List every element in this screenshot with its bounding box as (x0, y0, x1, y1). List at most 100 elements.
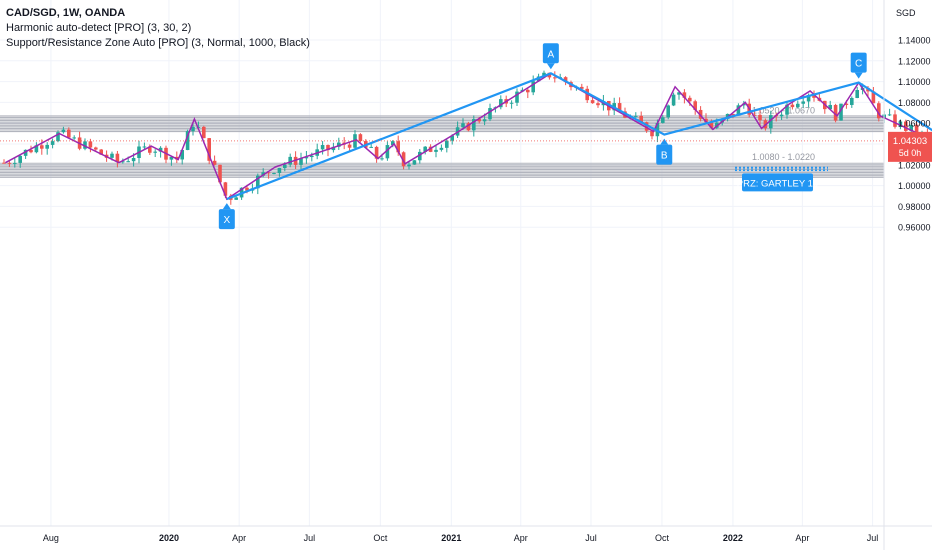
candle-body (115, 153, 120, 163)
indicator-harmonic[interactable]: Harmonic auto-detect [PRO] (3, 30, 2) (6, 22, 192, 34)
candle-body (515, 91, 519, 103)
price-tick-label: 0.96000 (898, 223, 931, 233)
candle-body (158, 147, 163, 152)
harmonic-path (226, 72, 932, 201)
candle-body (423, 146, 427, 152)
candle-body (401, 152, 406, 167)
candle-body (666, 105, 670, 118)
candle-body (790, 104, 795, 108)
candle-body (326, 145, 330, 151)
zone-label-lower: 1.0080 - 1.0220 (752, 152, 815, 162)
candle-body (477, 119, 481, 122)
point-label: X (223, 215, 230, 226)
candle-body (769, 115, 773, 129)
prz-label[interactable]: PRZ: GARTLEY 19 (737, 167, 932, 192)
candle-body (83, 141, 87, 149)
pattern-point-x[interactable]: X (218, 203, 235, 230)
candle-body (110, 153, 114, 158)
zigzag-path (5, 72, 932, 201)
candle-body (304, 157, 309, 159)
time-tick-label: Apr (514, 533, 528, 543)
candle-body (347, 144, 352, 148)
zigzag-line (5, 72, 932, 201)
candle-body (445, 140, 449, 148)
candle-body (180, 150, 184, 160)
candle-body (812, 95, 816, 98)
time-tick-label: 2022 (723, 533, 743, 543)
candle-body (148, 146, 152, 153)
candle-body (169, 156, 174, 160)
grid-lines (0, 0, 884, 526)
candle-body (488, 108, 492, 120)
candle-body (526, 89, 530, 93)
candle-body (472, 119, 476, 131)
candle-body (121, 161, 125, 163)
candle-body (396, 141, 400, 153)
time-tick-label: 2020 (159, 533, 179, 543)
candle-body (482, 119, 487, 122)
candle-body (439, 147, 444, 150)
candle-body (752, 114, 757, 116)
candle-body (23, 149, 28, 156)
candle-body (50, 141, 55, 145)
candle-body (234, 197, 238, 200)
candle-body (407, 164, 411, 167)
candle-body (331, 146, 336, 151)
candle-body (391, 141, 395, 146)
candle-body (434, 149, 438, 152)
candle-body (887, 114, 892, 116)
candle-body (904, 121, 908, 131)
pattern-point-b[interactable]: B (656, 138, 673, 165)
candle-body (261, 172, 265, 176)
pattern-point-c[interactable]: C (850, 52, 867, 79)
candle-body (671, 94, 676, 106)
candle-body (461, 123, 465, 128)
candle-body (731, 113, 735, 116)
candle-body (542, 72, 546, 77)
candle-body (466, 123, 471, 131)
candle-body (898, 121, 903, 127)
price-tick-label: 1.14000 (898, 36, 931, 46)
chart-legend: CAD/SGD, 1W, OANDA Harmonic auto-detect … (6, 6, 310, 51)
candle-body (13, 162, 17, 164)
candle-body (245, 187, 249, 191)
candle-body (844, 103, 849, 105)
candle-body (499, 99, 503, 108)
candle-body (785, 104, 789, 115)
point-badge (656, 144, 673, 165)
candle-body (337, 142, 341, 147)
candle-body (34, 145, 39, 153)
candle-body (272, 173, 276, 175)
harmonic-pattern[interactable]: X A B C PRZ: GARTLEY 19 (218, 43, 932, 230)
point-pointer (660, 138, 669, 145)
pattern-point-a[interactable]: A (542, 43, 559, 70)
prz-label-text: PRZ: GARTLEY 19 (737, 178, 819, 189)
candle-body (131, 157, 136, 162)
price-tick-label: 1.10000 (898, 77, 931, 87)
candle-body (509, 102, 514, 104)
candle-body (212, 160, 217, 165)
time-tick-label: 2021 (441, 533, 461, 543)
candle-body (704, 118, 708, 123)
candle-body (736, 105, 741, 116)
candle-body (40, 145, 44, 149)
indicator-sr-zone[interactable]: Support/Resistance Zone Auto [PRO] (3, N… (6, 37, 310, 49)
time-tick-label: Oct (373, 533, 388, 543)
candle-body (18, 155, 22, 163)
candle-body (7, 162, 12, 164)
price-tick-label: 1.00000 (898, 181, 931, 191)
candle-body (266, 172, 271, 174)
candle-body (758, 114, 762, 121)
last-price-value: 1.04303 (893, 136, 927, 147)
price-tick-label: 1.08000 (898, 98, 931, 108)
price-tick-label: 1.12000 (898, 56, 931, 66)
candle-body (88, 141, 93, 148)
candle-body (223, 182, 228, 196)
point-label: C (855, 59, 862, 70)
candle-body (374, 146, 379, 159)
candle-body (639, 115, 643, 123)
candle-body (634, 115, 638, 117)
